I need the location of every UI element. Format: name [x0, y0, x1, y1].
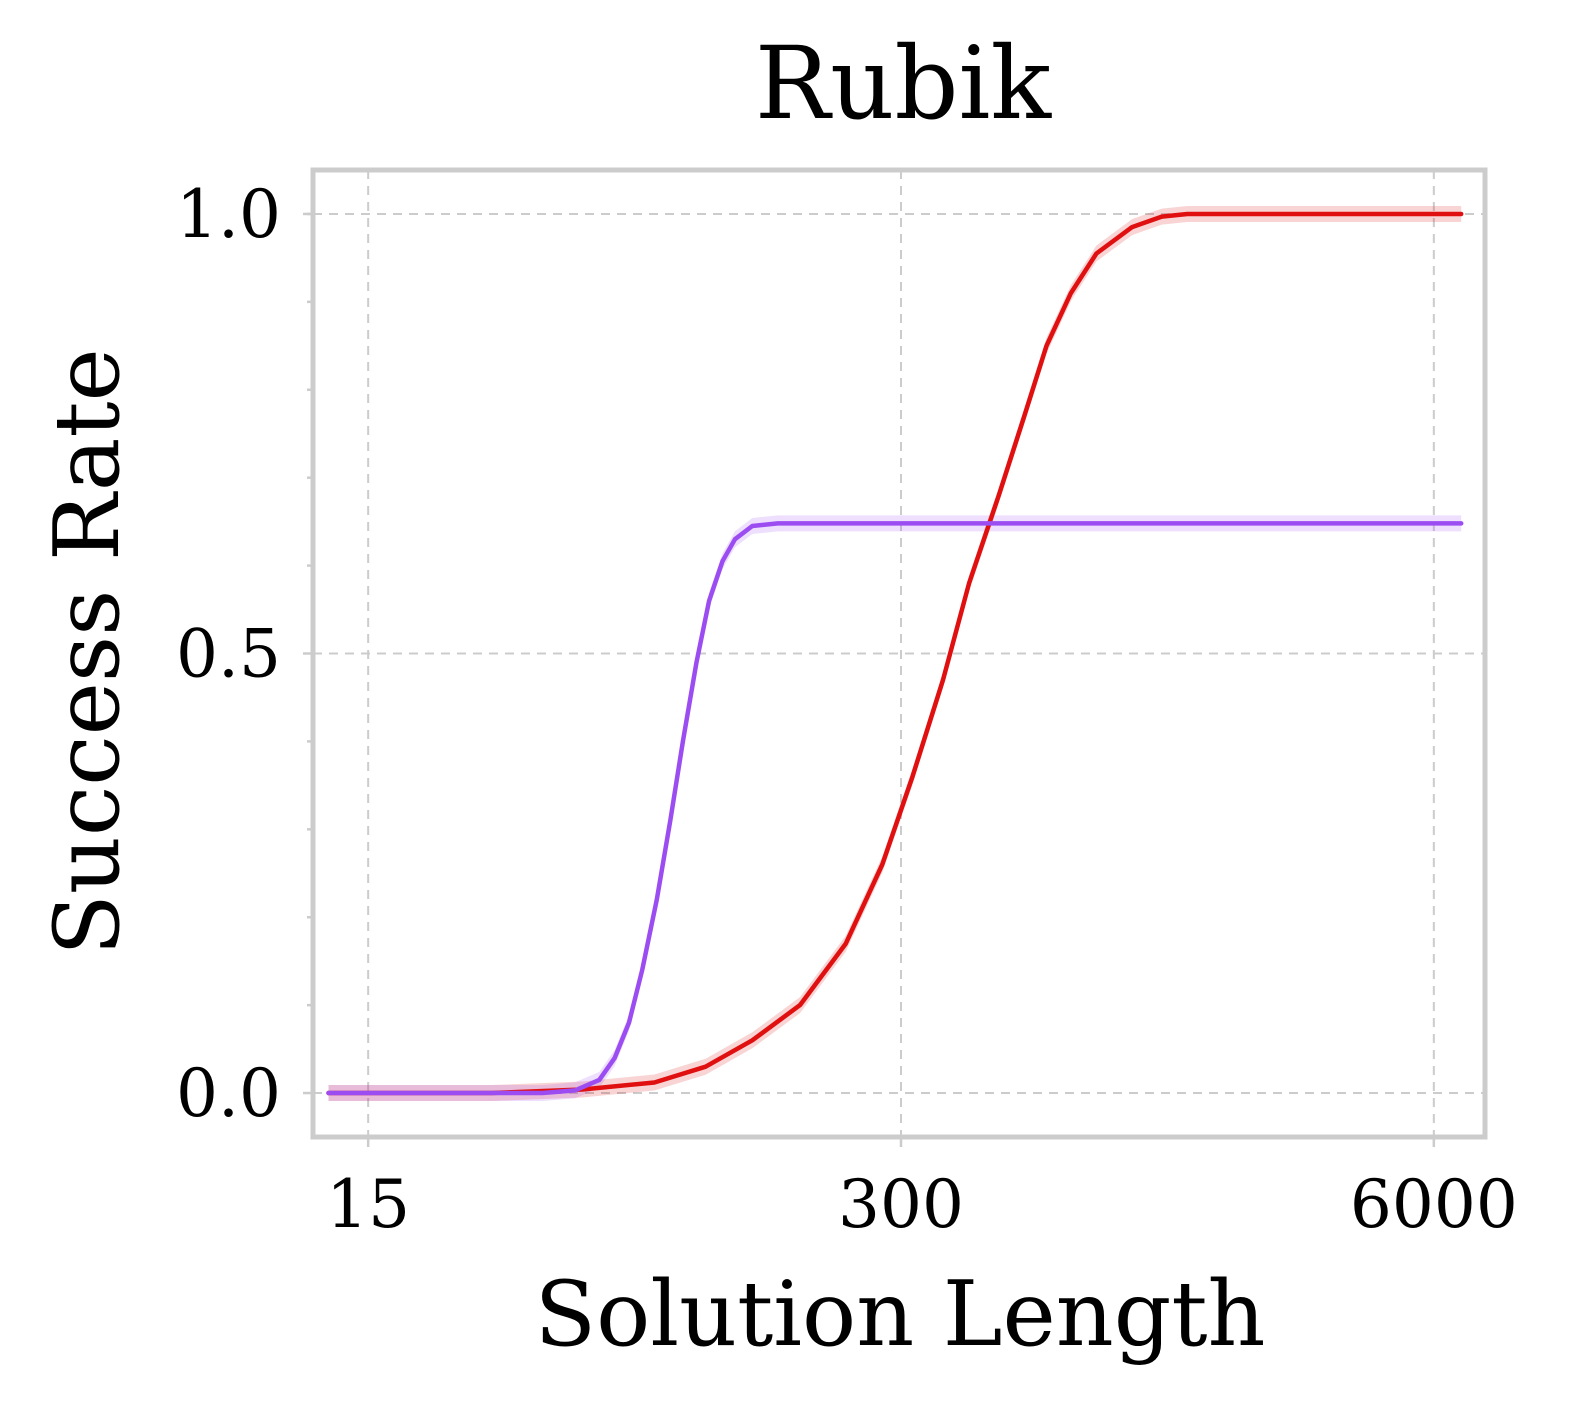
axis-ticks: 0.0 0.5 1.0 15 300 6000: [176, 176, 1518, 1243]
y-tick-label: 0.5: [176, 616, 281, 693]
plot-frame: [310, 167, 1488, 1140]
y-tick-label: 1.0: [176, 176, 281, 253]
series-1-band: [328, 515, 1462, 1101]
x-tick-label: 6000: [1350, 1166, 1518, 1243]
x-tick-label: 300: [838, 1166, 964, 1243]
x-axis-label: Solution Length: [534, 1262, 1265, 1367]
series-1-line: [326, 521, 1464, 1096]
series-lines: [326, 211, 1464, 1096]
chart-title: Rubik: [755, 25, 1053, 142]
grid-lines: [313, 170, 1485, 1137]
series-0-line: [326, 211, 1464, 1096]
x-tick-label: 15: [326, 1166, 410, 1243]
y-tick-label: 0.0: [176, 1055, 281, 1132]
y-axis-label: Success Rate: [35, 348, 140, 956]
